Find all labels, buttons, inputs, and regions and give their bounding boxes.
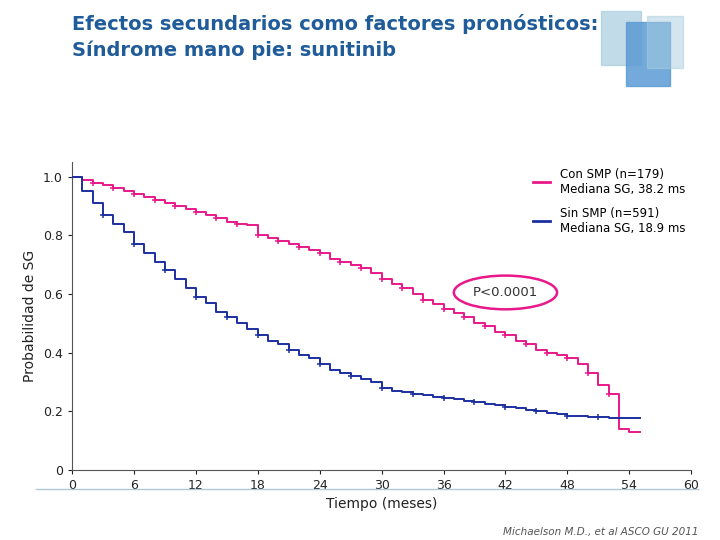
Y-axis label: Probabilidad de SG: Probabilidad de SG (24, 250, 37, 382)
Text: Síndrome mano pie: sunitinib: Síndrome mano pie: sunitinib (72, 40, 396, 60)
X-axis label: Tiempo (meses): Tiempo (meses) (326, 497, 437, 511)
Text: P<0.0001: P<0.0001 (473, 286, 538, 299)
Text: Michaelson M.D., et al ASCO GU 2011: Michaelson M.D., et al ASCO GU 2011 (503, 527, 698, 537)
Text: Efectos secundarios como factores pronósticos:: Efectos secundarios como factores pronós… (72, 14, 598, 33)
Legend: Con SMP (n=179)
Mediana SG, 38.2 ms, Sin SMP (n=591)
Mediana SG, 18.9 ms: Con SMP (n=179) Mediana SG, 38.2 ms, Sin… (533, 168, 685, 234)
